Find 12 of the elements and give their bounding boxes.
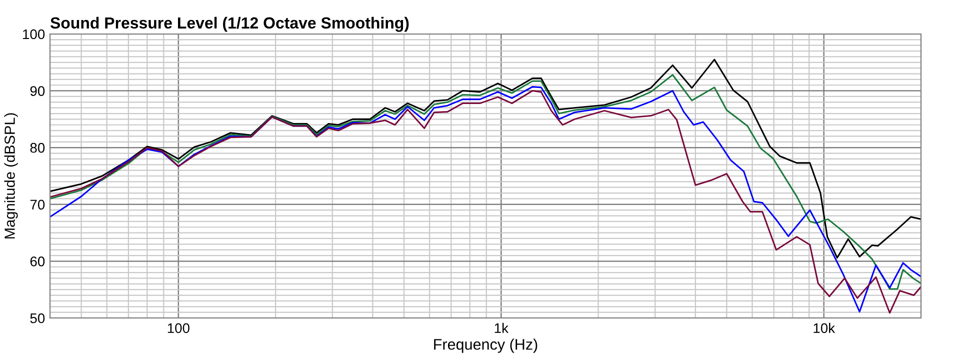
y-tick-label: 50 [30, 313, 45, 324]
x-tick-label: 100 [168, 323, 190, 334]
x-axis-title: Frequency (Hz) [434, 338, 538, 353]
y-tick-label: 80 [30, 142, 45, 153]
y-axis-title: Magnitude (dBSPL) [4, 113, 18, 238]
y-tick-label: 60 [30, 256, 45, 266]
x-tick-label: 1k [494, 322, 508, 333]
chart-title: Sound Pressure Level (1/12 Octave Smoothing) [50, 16, 409, 32]
y-tick-label: 90 [30, 86, 45, 96]
y-tick-label: 70 [30, 200, 45, 210]
x-tick-label: 10k [814, 322, 836, 334]
y-tick-label: 100 [23, 29, 45, 40]
